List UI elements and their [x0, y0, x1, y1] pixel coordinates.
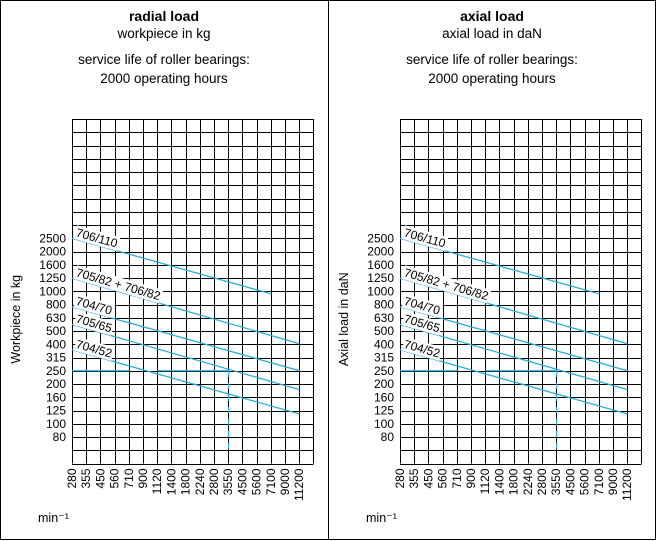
x-tick-label: 1800 — [179, 468, 193, 495]
x-tick-label: 9000 — [606, 468, 620, 495]
y-tick-label: 2000 — [39, 245, 66, 259]
service-life-note: service life of roller bearings: — [78, 52, 250, 67]
y-tick-label: 80 — [53, 430, 67, 444]
y-tick-label: 500 — [374, 324, 394, 338]
y-tick-label: 800 — [374, 298, 394, 312]
y-tick-label: 400 — [46, 337, 66, 351]
series-label-bg — [401, 225, 449, 251]
x-tick-label: 1120 — [478, 468, 492, 494]
x-tick-label: 5600 — [578, 468, 592, 495]
y-tick-label: 160 — [374, 390, 394, 404]
x-tick-label: 3550 — [549, 468, 563, 495]
x-tick-label: 2800 — [207, 468, 221, 495]
y-tick-label: 100 — [374, 417, 394, 431]
x-tick-label: 2800 — [535, 468, 549, 495]
series-label: 704/52 — [74, 337, 113, 361]
y-tick-label: 2500 — [39, 231, 66, 245]
y-tick-label: 315 — [46, 351, 66, 365]
x-tick-label: 7100 — [592, 468, 606, 495]
x-tick-label: 1400 — [164, 468, 178, 495]
x-tick-label: 11200 — [292, 468, 306, 501]
series-label-bg — [401, 265, 492, 304]
x-tick-label: 355 — [407, 468, 421, 488]
x-tick-label: 2240 — [193, 468, 207, 495]
y-tick-label: 2000 — [367, 245, 394, 259]
y-tick-label: 630 — [46, 311, 66, 325]
y-tick-label: 500 — [46, 324, 66, 338]
y-tick-label: 200 — [374, 377, 394, 391]
chart-subtitle: workpiece in kg — [117, 26, 211, 41]
x-axis-label: min⁻¹ — [38, 511, 69, 525]
y-tick-label: 160 — [46, 390, 66, 404]
y-tick-label: 800 — [46, 298, 66, 312]
y-tick-label: 80 — [381, 430, 395, 444]
x-tick-label: 1400 — [492, 468, 506, 495]
x-tick-label: 560 — [436, 468, 450, 488]
x-tick-label: 710 — [450, 468, 464, 488]
y-tick-label: 125 — [374, 404, 394, 418]
panel-divider — [328, 0, 329, 540]
x-tick-label: 560 — [108, 468, 122, 488]
series-label-bg — [73, 311, 115, 336]
grid — [72, 119, 314, 465]
x-tick-label: 900 — [464, 468, 478, 488]
series-label-bg — [401, 336, 443, 361]
chart-title: axial load — [460, 8, 524, 24]
y-tick-label: 1000 — [39, 284, 66, 298]
series-label-bg — [73, 293, 115, 318]
series-label-bg — [73, 265, 164, 304]
operating-hours-note: 2000 operating hours — [100, 71, 228, 86]
y-tick-label: 125 — [46, 404, 66, 418]
series-label: 706/110 — [403, 226, 448, 251]
series-label-bg — [401, 311, 443, 336]
series-label-bg — [401, 293, 443, 318]
x-tick-label: 280 — [65, 468, 79, 488]
x-tick-label: 450 — [93, 468, 107, 488]
y-tick-label: 200 — [46, 377, 66, 391]
y-tick-label: 1250 — [367, 271, 394, 285]
x-tick-label: 1120 — [150, 468, 164, 494]
chart-subtitle: axial load in daN — [442, 26, 542, 41]
y-tick-label: 2500 — [367, 231, 394, 245]
x-tick-label: 4500 — [235, 468, 249, 495]
x-tick-label: 9000 — [278, 468, 292, 495]
chart-panel-0: 2500200016001250100080063050040031525020… — [9, 119, 314, 525]
chart-panel-1: 2500200016001250100080063050040031525020… — [337, 119, 642, 525]
x-tick-label: 450 — [421, 468, 435, 488]
x-tick-label: 5600 — [250, 468, 264, 495]
x-tick-label: 4500 — [563, 468, 577, 495]
y-axis-label: Axial load in daN — [337, 272, 351, 366]
series-label-bg — [73, 336, 115, 361]
y-axis-label: Workpiece in kg — [9, 275, 23, 364]
series-label-bg — [73, 225, 121, 251]
y-tick-label: 1250 — [39, 271, 66, 285]
series-label: 704/52 — [402, 337, 441, 361]
y-tick-label: 315 — [374, 351, 394, 365]
y-tick-label: 1000 — [367, 284, 394, 298]
y-tick-label: 250 — [46, 364, 66, 378]
x-tick-label: 2240 — [521, 468, 535, 495]
x-tick-label: 900 — [136, 468, 150, 488]
x-tick-label: 280 — [393, 468, 407, 488]
x-tick-label: 3550 — [221, 468, 235, 495]
service-life-note: service life of roller bearings: — [406, 52, 578, 67]
x-tick-label: 710 — [122, 468, 136, 488]
series-label: 706/110 — [75, 226, 120, 251]
y-tick-label: 100 — [46, 417, 66, 431]
grid — [400, 119, 642, 465]
y-tick-label: 400 — [374, 337, 394, 351]
operating-hours-note: 2000 operating hours — [428, 71, 556, 86]
y-tick-label: 630 — [374, 311, 394, 325]
chart-title: radial load — [128, 8, 200, 24]
x-tick-label: 1800 — [507, 468, 521, 495]
x-tick-label: 7100 — [264, 468, 278, 495]
y-tick-label: 250 — [374, 364, 394, 378]
x-tick-label: 355 — [79, 468, 93, 488]
x-tick-label: 11200 — [620, 468, 634, 501]
y-tick-label: 1600 — [367, 258, 394, 272]
y-tick-label: 1600 — [39, 258, 66, 272]
x-axis-label: min⁻¹ — [366, 511, 397, 525]
